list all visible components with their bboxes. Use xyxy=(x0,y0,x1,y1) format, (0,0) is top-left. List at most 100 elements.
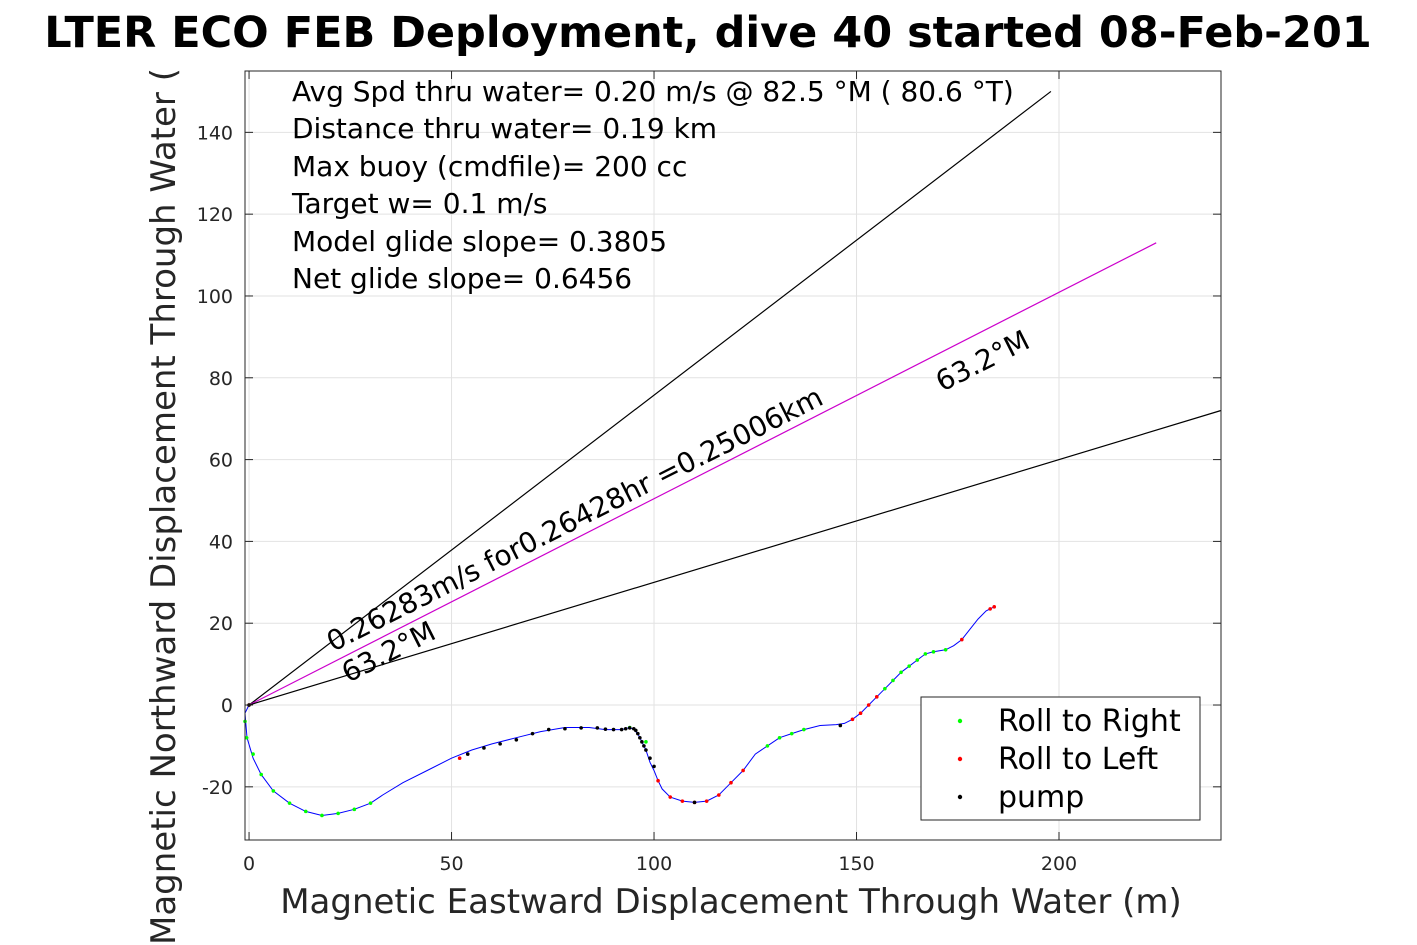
y-axis-label: Magnetic Northward Displacement Through … xyxy=(144,68,184,945)
y-tick-label: 100 xyxy=(197,286,233,308)
point-roll-to-left xyxy=(988,607,992,611)
point-roll-to-left xyxy=(741,768,745,773)
point-roll-to-left xyxy=(866,703,871,707)
point-pump xyxy=(603,727,608,731)
y-tick-label: 120 xyxy=(197,204,233,226)
legend-marker-pump xyxy=(957,794,963,800)
data-points xyxy=(243,605,997,818)
reference-line xyxy=(248,242,1157,706)
info-line: Distance thru water= 0.19 km xyxy=(292,112,717,145)
point-pump xyxy=(838,723,843,728)
point-roll-to-right xyxy=(303,809,308,814)
point-roll-to-right xyxy=(907,664,911,668)
y-tick-label: 40 xyxy=(209,531,233,553)
point-roll-to-left xyxy=(992,605,997,609)
point-roll-to-right xyxy=(287,801,292,805)
point-roll-to-left xyxy=(850,717,855,722)
point-roll-to-left xyxy=(457,756,462,760)
point-pump xyxy=(634,728,638,733)
info-line: Max buoy (cmdfile)= 200 cc xyxy=(292,150,687,183)
info-line: Avg Spd thru water= 0.20 m/s @ 82.5 °M (… xyxy=(292,75,1014,108)
point-roll-to-left xyxy=(858,711,863,715)
plot-frame xyxy=(244,70,1222,841)
point-roll-to-right xyxy=(915,658,920,662)
x-tick-label: 100 xyxy=(636,853,672,875)
y-tick-label: -20 xyxy=(202,777,233,799)
point-pump xyxy=(482,746,486,750)
point-roll-to-right xyxy=(802,727,806,732)
point-pump xyxy=(595,726,600,730)
point-pump xyxy=(619,727,624,732)
point-pump xyxy=(640,740,644,744)
point-roll-to-left xyxy=(729,780,733,785)
legend-marker-roll-right xyxy=(957,718,963,724)
point-pump xyxy=(611,727,616,732)
point-roll-to-left xyxy=(656,778,660,783)
y-tick-label: 60 xyxy=(209,450,233,472)
point-pump xyxy=(546,727,551,732)
info-line: Model glide slope= 0.3805 xyxy=(292,225,667,258)
point-pump xyxy=(644,748,648,752)
point-roll-to-right xyxy=(891,678,895,683)
reference-lines xyxy=(248,90,1222,706)
point-roll-to-right xyxy=(931,650,936,654)
x-tick-label: 50 xyxy=(439,853,463,875)
y-tick-label: 20 xyxy=(209,613,233,635)
point-pump xyxy=(692,800,697,805)
point-pump xyxy=(465,752,470,756)
point-roll-to-right xyxy=(644,740,648,744)
point-roll-to-right xyxy=(244,735,249,740)
x-tick-label: 150 xyxy=(838,853,874,875)
point-pump xyxy=(530,731,535,736)
legend-label-pump: pump xyxy=(998,780,1084,815)
point-roll-to-right xyxy=(899,670,903,675)
info-line: Target w= 0.1 m/s xyxy=(291,187,548,220)
point-roll-to-right xyxy=(765,744,770,748)
x-tick-label: 0 xyxy=(243,853,255,875)
point-roll-to-right xyxy=(883,686,887,691)
point-roll-to-left xyxy=(704,799,709,803)
point-pump xyxy=(627,726,632,730)
point-roll-to-left xyxy=(874,695,879,699)
point-roll-to-right xyxy=(943,647,948,652)
ticks: 0 50 100 150 200 -20 0 20 40 60 80 100 120 140 xyxy=(197,71,1221,875)
point-pump xyxy=(636,731,640,736)
y-tick-label: 140 xyxy=(197,122,233,144)
point-pump xyxy=(498,742,502,746)
legend: Roll to Right Roll to Left pump xyxy=(920,696,1201,821)
legend-marker-roll-left xyxy=(957,756,963,762)
legend-label-roll-right: Roll to Right xyxy=(998,704,1181,739)
point-pump xyxy=(652,764,656,769)
reference-line xyxy=(248,90,1052,706)
x-axis-label: Magnetic Eastward Displacement Through W… xyxy=(280,882,1182,922)
point-roll-to-right xyxy=(251,752,255,756)
point-roll-to-right xyxy=(789,731,794,736)
point-roll-to-left xyxy=(717,793,721,797)
point-pump xyxy=(563,726,567,731)
point-roll-to-right xyxy=(259,772,263,777)
point-roll-to-left xyxy=(960,637,964,642)
info-box: Avg Spd thru water= 0.20 m/s @ 82.5 °M (… xyxy=(291,75,1014,295)
y-tick-label: 80 xyxy=(209,368,233,390)
legend-label-roll-left: Roll to Left xyxy=(998,742,1158,777)
reference-line xyxy=(248,409,1222,706)
legend-box xyxy=(920,696,1201,821)
point-pump xyxy=(648,756,652,760)
point-pump xyxy=(642,744,646,748)
point-roll-to-right xyxy=(336,811,340,816)
point-pump xyxy=(514,737,519,742)
point-pump xyxy=(579,726,583,730)
point-pump xyxy=(638,735,642,740)
point-pump xyxy=(623,726,628,731)
point-roll-to-right xyxy=(352,807,357,812)
info-line: Net glide slope= 0.6456 xyxy=(292,262,632,295)
point-roll-to-right xyxy=(777,735,782,740)
x-tick-label: 200 xyxy=(1041,853,1077,875)
point-roll-to-right xyxy=(923,652,928,656)
point-roll-to-left xyxy=(668,795,673,799)
chart-title: LTER ECO FEB Deployment, dive 40 started… xyxy=(44,8,1372,58)
point-roll-to-left xyxy=(680,799,685,803)
point-roll-to-right xyxy=(271,789,276,793)
point-roll-to-right xyxy=(320,813,324,818)
